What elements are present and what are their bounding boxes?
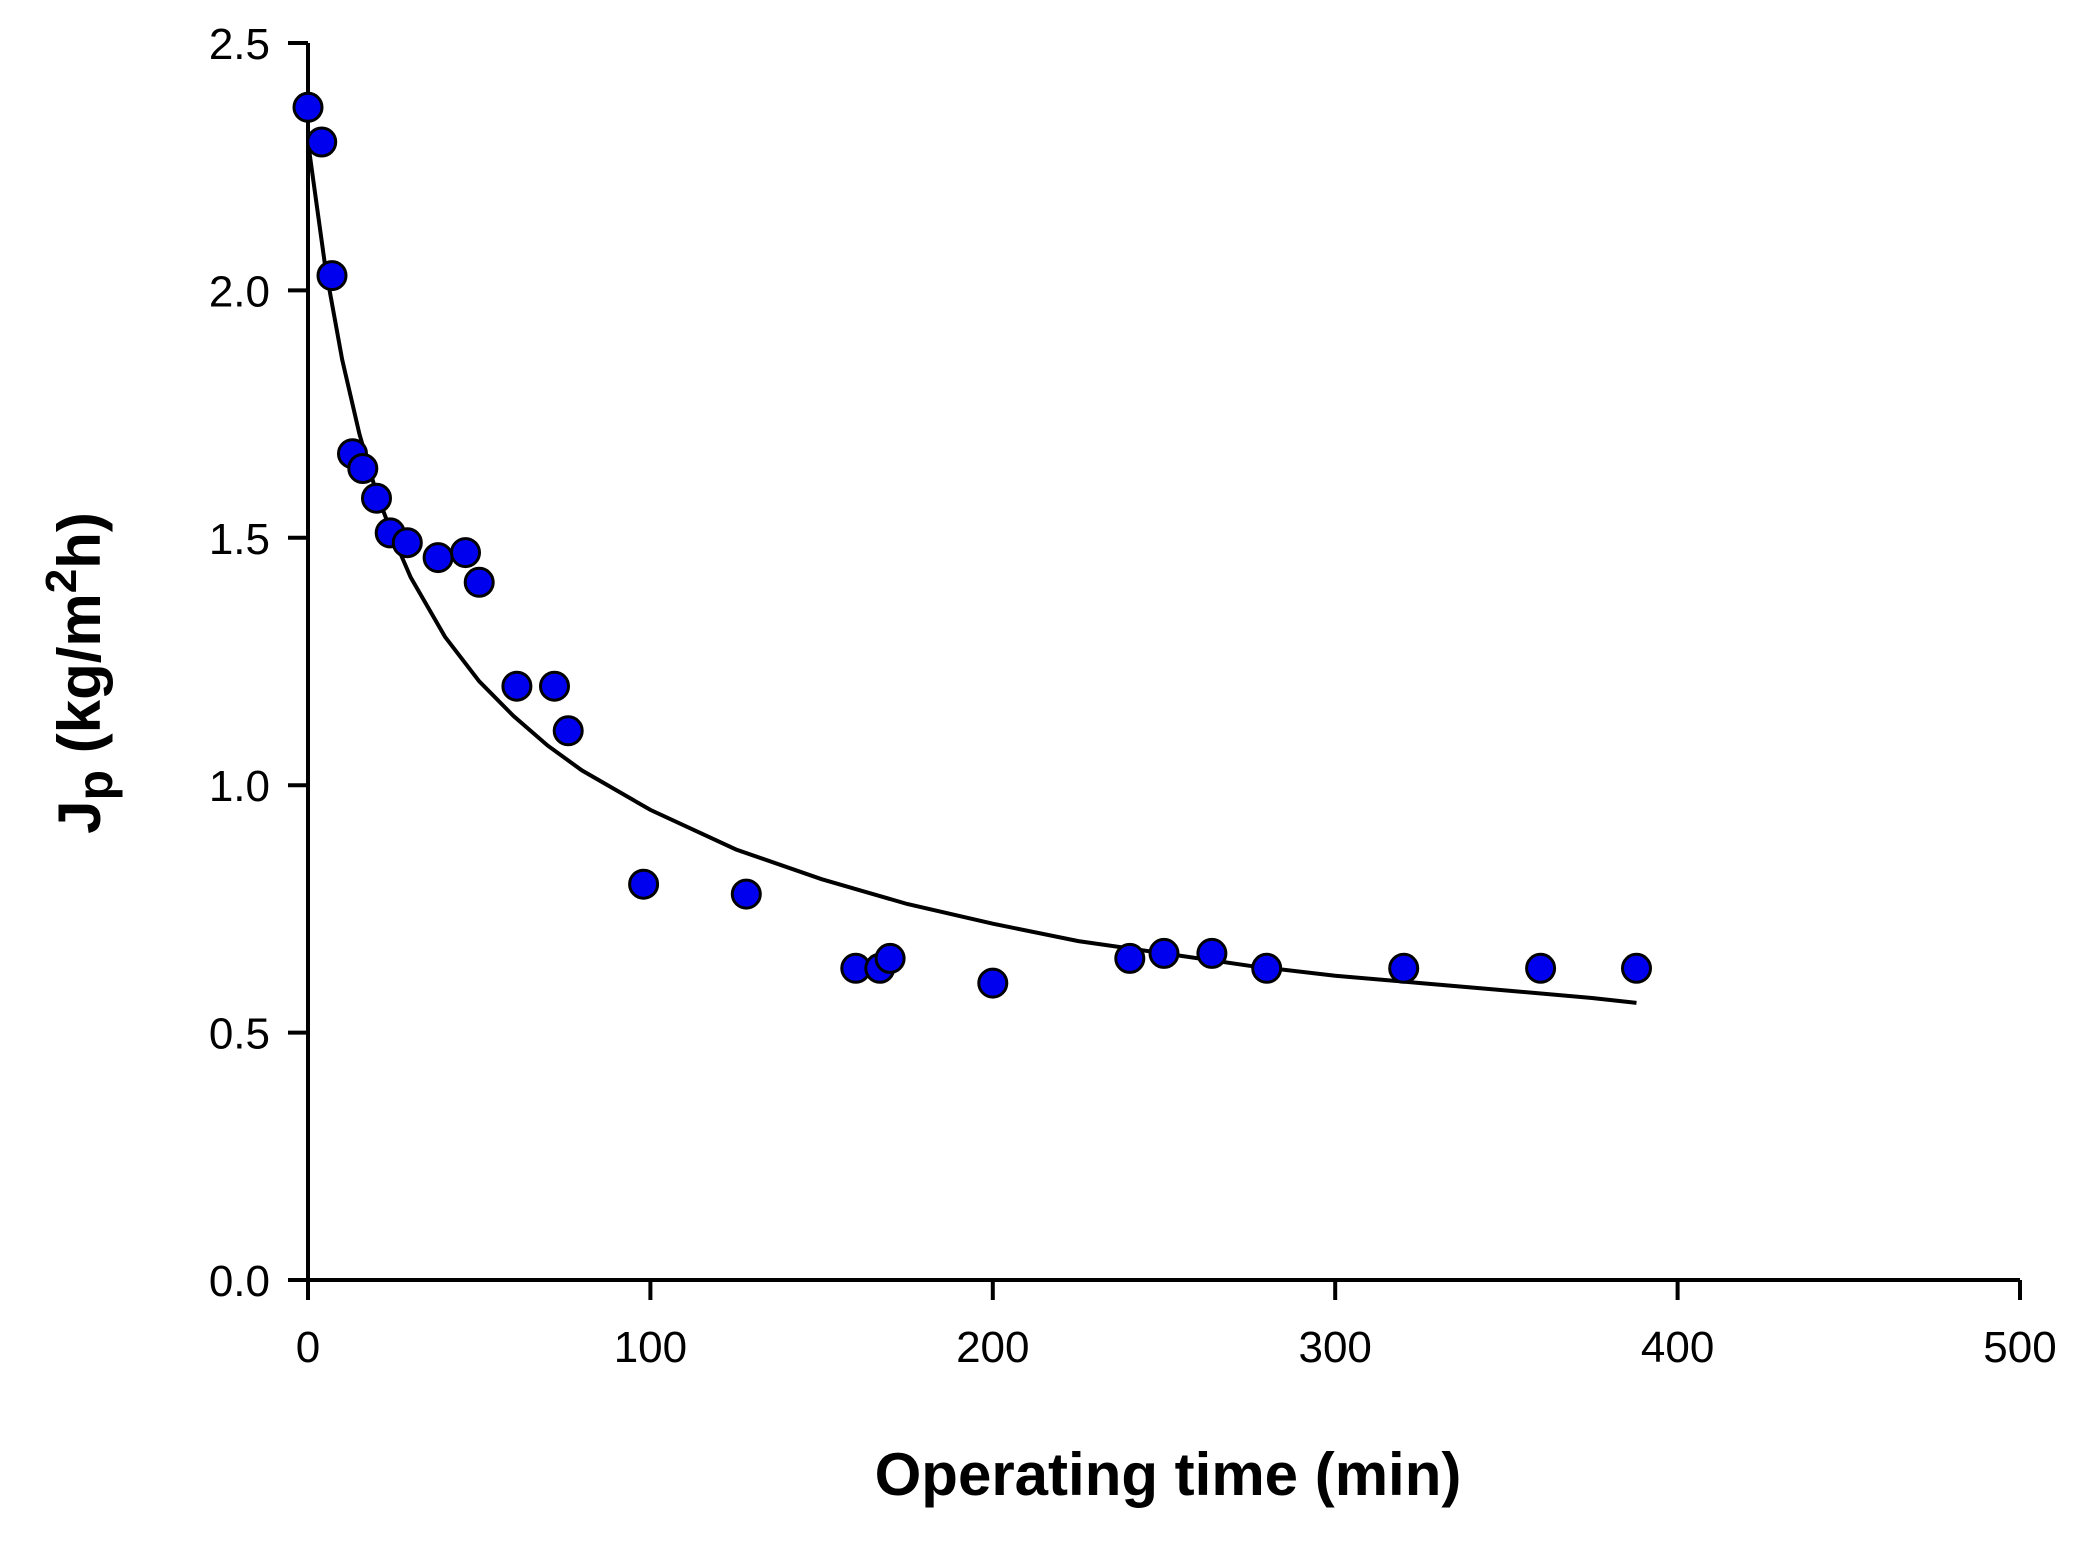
data-point xyxy=(628,868,660,900)
data-point xyxy=(730,878,762,910)
y-tick-label: 0.5 xyxy=(209,1010,270,1059)
x-tick-label: 300 xyxy=(1298,1323,1371,1372)
data-point xyxy=(463,566,495,598)
data-point xyxy=(306,126,338,158)
fit-curve-line xyxy=(306,141,1637,1005)
data-point xyxy=(1114,942,1146,974)
x-tick-label: 500 xyxy=(1983,1323,2056,1372)
x-ticks: 0 100 200 300 400 500 xyxy=(296,1280,2057,1372)
y-tick-label: 2.0 xyxy=(209,267,270,316)
data-point xyxy=(1388,952,1420,984)
data-point xyxy=(1525,952,1557,984)
y-axis-title-sub: p xyxy=(67,770,123,801)
x-tick-label: 400 xyxy=(1641,1323,1714,1372)
x-tick-label: 100 xyxy=(614,1323,687,1372)
data-point xyxy=(552,715,584,747)
x-axis-title: Operating time (min) xyxy=(875,1441,1462,1508)
data-point xyxy=(292,91,324,123)
y-axis-title: Jp (kg/m2h) xyxy=(37,512,123,834)
data-point xyxy=(874,942,906,974)
data-point xyxy=(1621,952,1652,984)
data-point xyxy=(450,537,481,569)
y-tick-label: 2.5 xyxy=(209,20,270,69)
data-point xyxy=(539,670,570,702)
data-point xyxy=(422,542,454,574)
data-points xyxy=(292,91,1652,999)
y-tick-label: 1.5 xyxy=(209,515,270,564)
data-point xyxy=(316,260,348,292)
data-point xyxy=(977,967,1009,999)
y-tick-label: 1.0 xyxy=(209,762,270,811)
x-tick-label: 200 xyxy=(956,1323,1029,1372)
y-axis-title-sup: 2 xyxy=(37,569,86,593)
data-point xyxy=(391,527,423,559)
data-point xyxy=(361,482,392,514)
data-point xyxy=(1148,937,1180,969)
y-axis-title-unit: (kg/m xyxy=(46,593,113,770)
data-point xyxy=(347,453,379,484)
plot-area: 0 100 200 300 400 500 0.0 0.5 1.0 1.5 2.0 2.5 xyxy=(209,20,2057,1372)
y-axis-title-unit-end: h) xyxy=(46,512,113,569)
data-point xyxy=(1251,952,1283,984)
y-axis-title-main: J xyxy=(46,801,113,834)
data-point xyxy=(501,670,533,702)
x-tick-label: 0 xyxy=(296,1323,320,1372)
y-ticks: 0.0 0.5 1.0 1.5 2.0 2.5 xyxy=(209,20,308,1306)
y-tick-label: 0.0 xyxy=(209,1257,270,1306)
data-point xyxy=(1196,937,1228,969)
